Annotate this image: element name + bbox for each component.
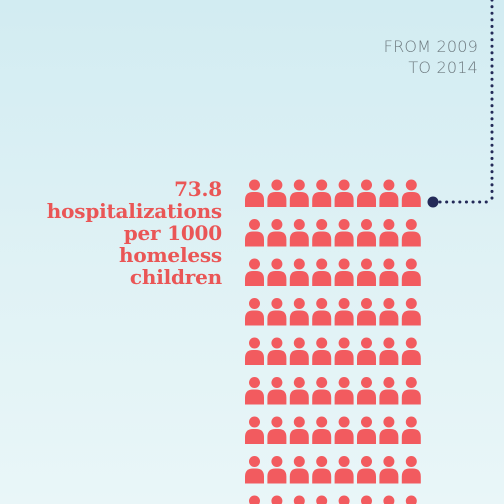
person-icon [312,219,332,247]
person-icon [271,495,283,504]
person-icon [245,416,264,444]
period-label: FROM 2009 TO 2014 [384,36,478,78]
person-icon [267,377,287,405]
person-icon [334,456,354,484]
person-icon [245,298,264,326]
person-icon [379,298,399,326]
person-icon [401,377,421,405]
person-icon [334,219,354,247]
stat-unit-line-1: hospitalizations [46,199,222,223]
person-icon [383,495,395,504]
person-icon [401,179,421,207]
person-icon [249,495,260,504]
person-icon [267,298,287,326]
stat-unit-line-4: children [129,265,222,289]
person-icon [312,298,332,326]
person-icon [379,179,399,207]
person-icon [357,416,376,444]
person-icon [379,219,399,247]
person-icon [357,258,376,286]
person-icon [405,495,417,504]
person-icon [401,258,421,286]
person-icon [334,179,354,207]
connector-endpoint-dot [427,196,439,208]
person-icon [245,377,264,405]
person-icon [401,416,421,444]
person-icon [357,219,376,247]
person-icon [401,337,421,365]
person-icon [289,337,309,365]
person-icon [379,416,399,444]
person-icon [401,456,421,484]
person-icon [357,298,376,326]
person-icon [245,219,264,247]
person-icon [312,456,332,484]
person-icon [361,495,372,504]
person-icon [334,377,354,405]
person-icon [312,258,332,286]
person-icon [357,179,376,207]
person-icon [379,456,399,484]
person-icon [289,456,309,484]
stat-unit-line-3: homeless [118,243,222,267]
person-icon [334,298,354,326]
person-icon [245,179,264,207]
person-icon [289,377,309,405]
person-icon [289,298,309,326]
person-icon [293,495,305,504]
person-icon [312,337,332,365]
person-icon [267,258,287,286]
person-icon [357,377,376,405]
person-icon [267,179,287,207]
person-icon [289,416,309,444]
person-icon [289,179,309,207]
person-icon [312,377,332,405]
person-icon [379,377,399,405]
person-icon [379,258,399,286]
person-icon [312,179,332,207]
person-icon [334,337,354,365]
period-from: FROM 2009 [383,37,478,56]
person-icon [357,337,376,365]
person-icon [267,456,287,484]
person-icon [357,456,376,484]
stat-label: 73.8 hospitalizations per 1000 homeless … [47,178,222,288]
person-icon [338,495,350,504]
person-icon [401,298,421,326]
person-icon [312,416,332,444]
period-to: TO 2014 [408,58,478,77]
person-icon [401,219,421,247]
person-icon [267,337,287,365]
person-icon [316,495,328,504]
person-icon [289,258,309,286]
person-icon [245,337,264,365]
person-icon [379,337,399,365]
person-icon [267,416,287,444]
stat-value: 73.8 [174,177,222,201]
person-icon [245,258,264,286]
person-icon [245,456,264,484]
person-icon [334,416,354,444]
person-icon [289,219,309,247]
person-icon [267,219,287,247]
stat-unit-line-2: per 1000 [123,221,222,245]
person-icon [334,258,354,286]
